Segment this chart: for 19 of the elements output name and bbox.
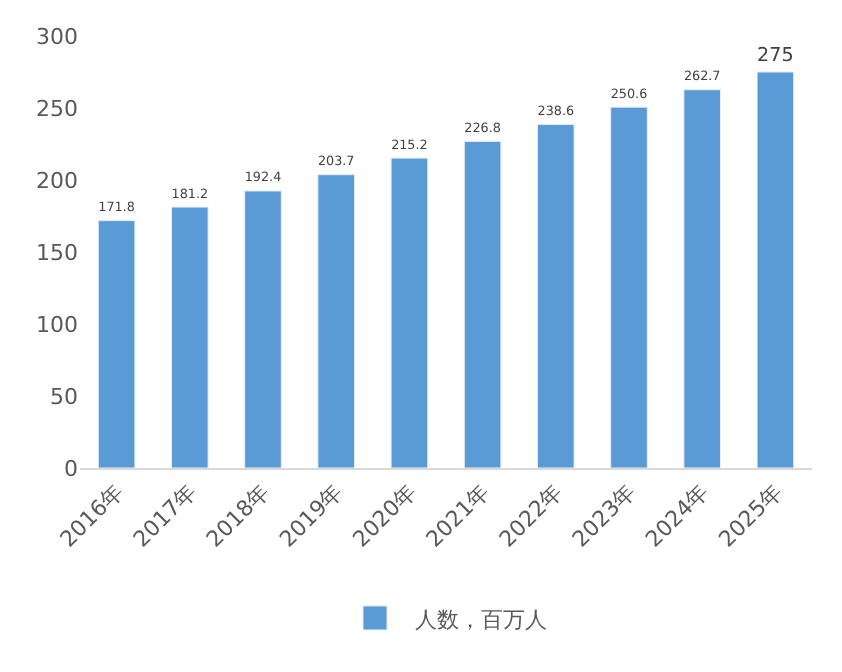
- bar: [390, 157, 429, 468]
- bar: [683, 89, 721, 468]
- y-tick-label: 100: [36, 311, 78, 338]
- bar: [756, 71, 795, 468]
- bar: [537, 123, 575, 468]
- data-label: 275: [757, 44, 794, 67]
- bar: [244, 190, 282, 468]
- bar: [97, 220, 136, 468]
- y-tick-label: 0: [64, 455, 78, 482]
- bar: [610, 106, 648, 468]
- y-tick-label: 300: [36, 23, 78, 50]
- bar: [463, 140, 502, 468]
- y-tick-label: 250: [36, 95, 78, 122]
- y-tick-label: 200: [36, 167, 78, 194]
- y-tick-label: 150: [36, 239, 78, 266]
- y-tick-label: 50: [50, 383, 78, 410]
- bar: [317, 174, 355, 468]
- legend-label: 人数，百万人: [415, 606, 547, 633]
- bar: [171, 206, 209, 468]
